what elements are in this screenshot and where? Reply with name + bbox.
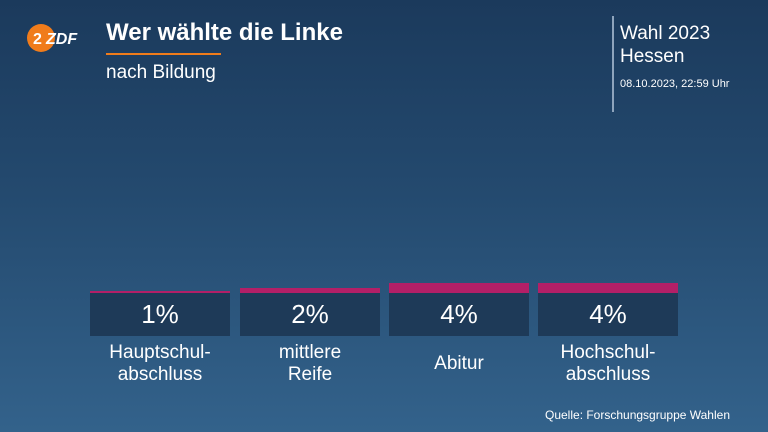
bar-3: [389, 283, 529, 293]
bar-1: [90, 290, 230, 293]
value-label-3: 4%: [389, 293, 529, 336]
value-label-2: 2%: [240, 293, 380, 336]
value-label-4: 4%: [538, 293, 678, 336]
source-note: Quelle: Forschungsgruppe Wahlen: [545, 408, 730, 422]
category-label-2: mittlere Reife: [278, 342, 342, 385]
chart-title: Wer wählte die Linke: [106, 19, 343, 46]
election-name: Wahl 2023: [620, 23, 711, 44]
zdf-logo: 2 ZDF: [26, 23, 80, 53]
category-label-4: Hochschul- abschluss: [560, 342, 656, 385]
election-timestamp: 08.10.2023, 22:59 Uhr: [620, 78, 730, 90]
election-info: Wahl 2023 Hessen: [620, 22, 710, 68]
svg-text:2: 2: [33, 31, 42, 48]
value-label-1: 1%: [90, 293, 230, 336]
header-divider: [612, 16, 614, 112]
election-region: Hessen: [620, 46, 685, 67]
bar-2: [240, 288, 380, 293]
chart-subtitle: nach Bildung: [106, 62, 216, 83]
title-underline: [106, 53, 221, 55]
bar-4: [538, 283, 678, 293]
logo-lettering: ZDF: [45, 31, 78, 48]
category-label-1: Hauptschul- abschluss: [109, 342, 211, 385]
category-label-3: Abitur: [434, 353, 484, 374]
